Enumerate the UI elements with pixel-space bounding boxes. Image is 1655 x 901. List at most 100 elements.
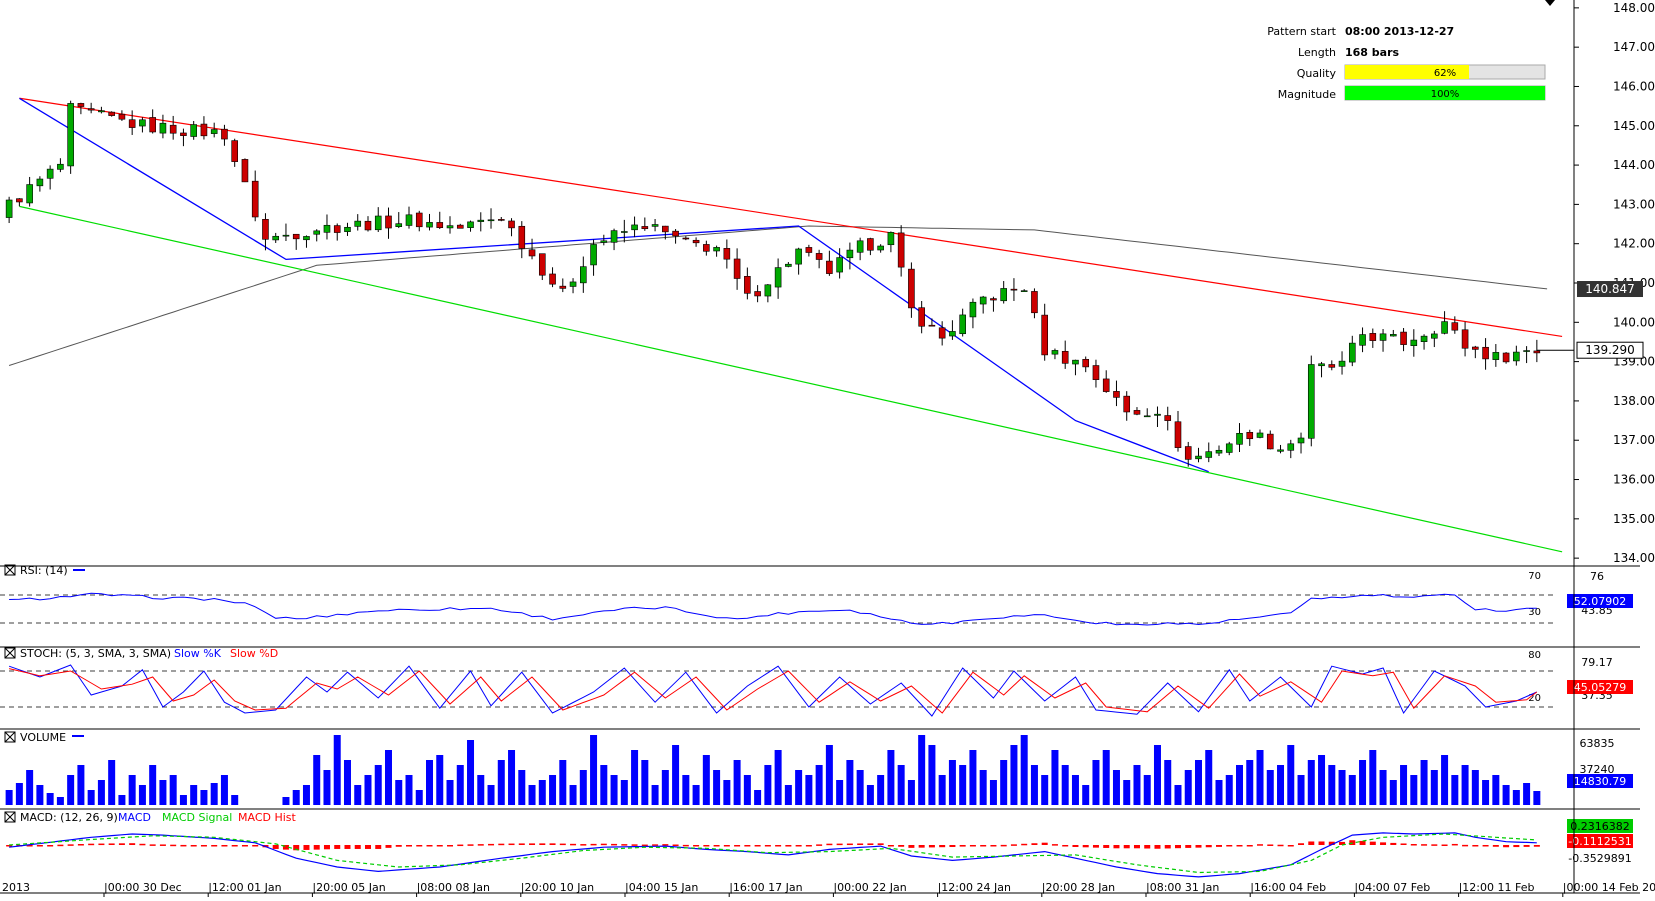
stoch-legend-k: Slow %K	[174, 647, 222, 660]
volume-bar	[1030, 765, 1038, 805]
macd-hist-bar	[928, 845, 935, 848]
volume-bar	[682, 775, 690, 805]
candle-bull	[426, 222, 433, 228]
rsi-current-box	[1567, 594, 1633, 608]
volume-bar	[1502, 785, 1510, 805]
volume-bar	[1328, 765, 1336, 805]
volume-bar	[323, 770, 331, 805]
rsi-close-icon[interactable]	[4, 564, 16, 576]
volume-bar	[723, 780, 731, 805]
volume-bar	[46, 793, 54, 805]
candle-bear	[221, 128, 228, 140]
macd-hist-bar	[1441, 844, 1448, 847]
candle-bear	[200, 123, 208, 137]
macd-hist-bar	[764, 845, 771, 847]
volume-bar	[897, 765, 905, 805]
macd-hist-bar	[1082, 845, 1089, 848]
candle-bear	[1123, 395, 1131, 413]
macd-hist-bar	[364, 845, 371, 849]
volume-close-cross-icon[interactable]	[4, 731, 16, 743]
candle-bull	[210, 129, 218, 134]
rsi-close-cross-icon[interactable]	[4, 564, 16, 576]
macd-hist-bar	[1062, 845, 1069, 847]
stoch-close-icon[interactable]	[4, 647, 16, 659]
candle-bear	[1082, 359, 1090, 368]
candle-bull	[272, 235, 280, 241]
macd-hist-bar	[1205, 845, 1212, 848]
quality-bar-fill	[1345, 65, 1469, 79]
volume-bar	[1492, 775, 1500, 805]
macd-hist-bar	[652, 844, 659, 846]
pattern-start-value: 08:00 2013-12-27	[1345, 25, 1454, 38]
magnitude-bar-fill	[1345, 86, 1545, 100]
rsi-level-30: 30	[1528, 607, 1541, 618]
volume-bar	[292, 790, 300, 805]
macd-hist-bar	[570, 843, 577, 846]
volume-bar	[805, 775, 813, 805]
volume-bar	[384, 750, 392, 805]
candle-bear	[1461, 329, 1469, 349]
candle-bear	[1533, 350, 1541, 354]
volume-bar	[651, 785, 659, 805]
volume-bar	[456, 765, 464, 805]
volume-bar	[354, 785, 362, 805]
macd-hist-bar	[108, 843, 115, 845]
volume-bar	[405, 775, 413, 805]
volume-bar	[702, 755, 710, 805]
macd-legend-macd: MACD	[118, 811, 151, 824]
scroll-marker-icon[interactable]	[1545, 0, 1555, 6]
candle-bear	[744, 276, 751, 294]
time-label: |12:00 11 Feb	[1459, 881, 1535, 894]
volume-bar	[1123, 780, 1131, 805]
candle-bull	[1420, 335, 1428, 342]
volume-bar	[538, 780, 546, 805]
candle-bull	[979, 296, 987, 305]
candle-bull	[405, 214, 413, 226]
volume-bar	[959, 765, 967, 805]
candle-bear	[333, 225, 341, 233]
last-price-box	[1576, 341, 1644, 359]
macd-close-icon[interactable]	[4, 811, 16, 823]
candle-bull	[959, 314, 966, 335]
rsi-title: RSI: (14)	[20, 564, 68, 577]
macd-hist-bar	[477, 844, 484, 846]
volume-bar	[1205, 750, 1213, 805]
volume-close-icon[interactable]	[4, 731, 16, 743]
macd-hist-bar	[1431, 844, 1438, 846]
volume-current-box	[1567, 774, 1633, 788]
volume-bar	[231, 795, 239, 805]
candle-bear	[292, 233, 300, 240]
macd-hist-bar	[672, 844, 679, 847]
candle-bull	[313, 230, 321, 235]
volume-bar	[1287, 745, 1295, 805]
candle-bear	[149, 117, 156, 133]
candle-bull	[1359, 334, 1366, 346]
volume-bar	[1061, 765, 1069, 805]
volume-bar	[149, 765, 157, 805]
volume-bar	[128, 775, 136, 805]
volume-bar	[918, 735, 926, 805]
candle-bear	[1010, 288, 1018, 291]
time-label: |16:00 04 Feb	[1250, 881, 1326, 894]
macd-hist-bar	[518, 843, 525, 845]
candle-bear	[1092, 365, 1100, 380]
quality-value: 62%	[1434, 68, 1456, 79]
stoch-close-cross-icon[interactable]	[4, 647, 16, 659]
volume-bar	[1143, 775, 1151, 805]
volume-bar	[620, 780, 628, 805]
volume-bar	[836, 780, 844, 805]
macd-close-cross-icon[interactable]	[4, 811, 16, 823]
candle-bear	[1266, 433, 1274, 450]
candle-bull	[580, 266, 587, 284]
candle-bear	[1031, 291, 1038, 314]
candle-bear	[703, 244, 710, 252]
candle-bull	[26, 184, 33, 204]
volume-bar	[815, 765, 823, 805]
macd-hist-bar	[857, 843, 864, 845]
candle-bear	[16, 198, 23, 203]
candle-bear	[990, 298, 997, 301]
macd-hist-bar	[590, 843, 597, 846]
macd-hist-bar	[1010, 844, 1017, 846]
macd-hist-value: -0.3529891	[1568, 852, 1631, 865]
volume-bar	[559, 760, 567, 805]
